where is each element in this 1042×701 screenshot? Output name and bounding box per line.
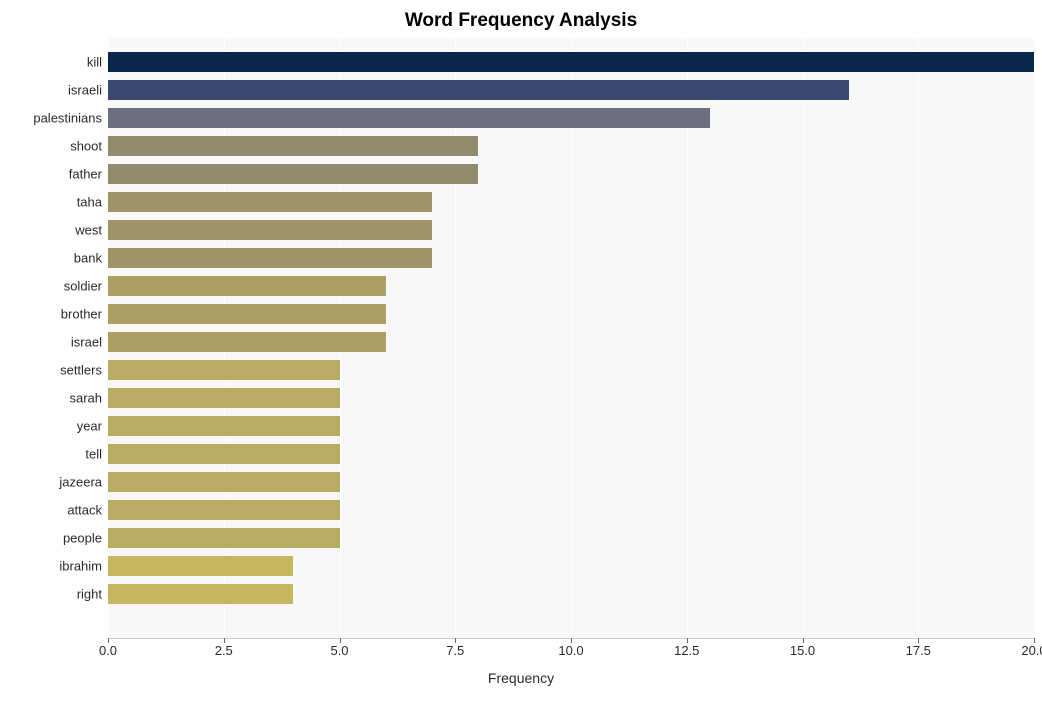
bar xyxy=(108,248,432,268)
x-tick-label: 10.0 xyxy=(558,643,583,658)
bar xyxy=(108,388,340,408)
bar xyxy=(108,220,432,240)
y-category-label: people xyxy=(63,531,102,546)
bar xyxy=(108,164,478,184)
bar xyxy=(108,584,293,604)
bar xyxy=(108,52,1034,72)
x-tick-label: 15.0 xyxy=(790,643,815,658)
x-tick-label: 5.0 xyxy=(330,643,348,658)
y-category-label: palestinians xyxy=(33,111,102,126)
gridline-v xyxy=(687,38,688,638)
y-category-label: father xyxy=(69,167,102,182)
x-tick-label: 0.0 xyxy=(99,643,117,658)
bar xyxy=(108,304,386,324)
bar xyxy=(108,108,710,128)
y-category-label: israel xyxy=(71,335,102,350)
x-tick-label: 20.0 xyxy=(1021,643,1042,658)
bar xyxy=(108,332,386,352)
y-category-label: tell xyxy=(85,447,102,462)
bar xyxy=(108,192,432,212)
gridline-v xyxy=(803,38,804,638)
gridline-v xyxy=(571,38,572,638)
y-category-label: year xyxy=(77,419,102,434)
bar xyxy=(108,556,293,576)
y-category-label: bank xyxy=(74,251,102,266)
y-category-label: kill xyxy=(87,55,102,70)
y-category-label: taha xyxy=(77,195,102,210)
y-category-label: brother xyxy=(61,307,102,322)
x-tick-label: 7.5 xyxy=(446,643,464,658)
y-category-label: ibrahim xyxy=(59,559,102,574)
bar xyxy=(108,472,340,492)
chart-container: Word Frequency Analysis Frequency 0.0 2.5… xyxy=(0,0,1042,701)
x-tick-label: 2.5 xyxy=(215,643,233,658)
bar xyxy=(108,276,386,296)
bar xyxy=(108,528,340,548)
y-category-label: attack xyxy=(67,503,102,518)
y-category-label: shoot xyxy=(70,139,102,154)
y-category-label: right xyxy=(77,587,102,602)
bar xyxy=(108,444,340,464)
gridline-v xyxy=(918,38,919,638)
gridline-v xyxy=(455,38,456,638)
bar xyxy=(108,500,340,520)
y-category-label: jazeera xyxy=(59,475,102,490)
y-category-label: israeli xyxy=(68,83,102,98)
bar xyxy=(108,80,849,100)
bar xyxy=(108,416,340,436)
x-axis-title: Frequency xyxy=(488,670,554,686)
y-category-label: sarah xyxy=(69,391,102,406)
bar xyxy=(108,360,340,380)
gridline-v xyxy=(1034,38,1035,638)
chart-title: Word Frequency Analysis xyxy=(0,10,1042,32)
bar xyxy=(108,136,478,156)
plot-area xyxy=(108,38,1034,638)
y-category-label: settlers xyxy=(60,363,102,378)
y-category-label: west xyxy=(75,223,102,238)
x-tick-label: 12.5 xyxy=(674,643,699,658)
y-category-label: soldier xyxy=(64,279,102,294)
x-tick-label: 17.5 xyxy=(906,643,931,658)
